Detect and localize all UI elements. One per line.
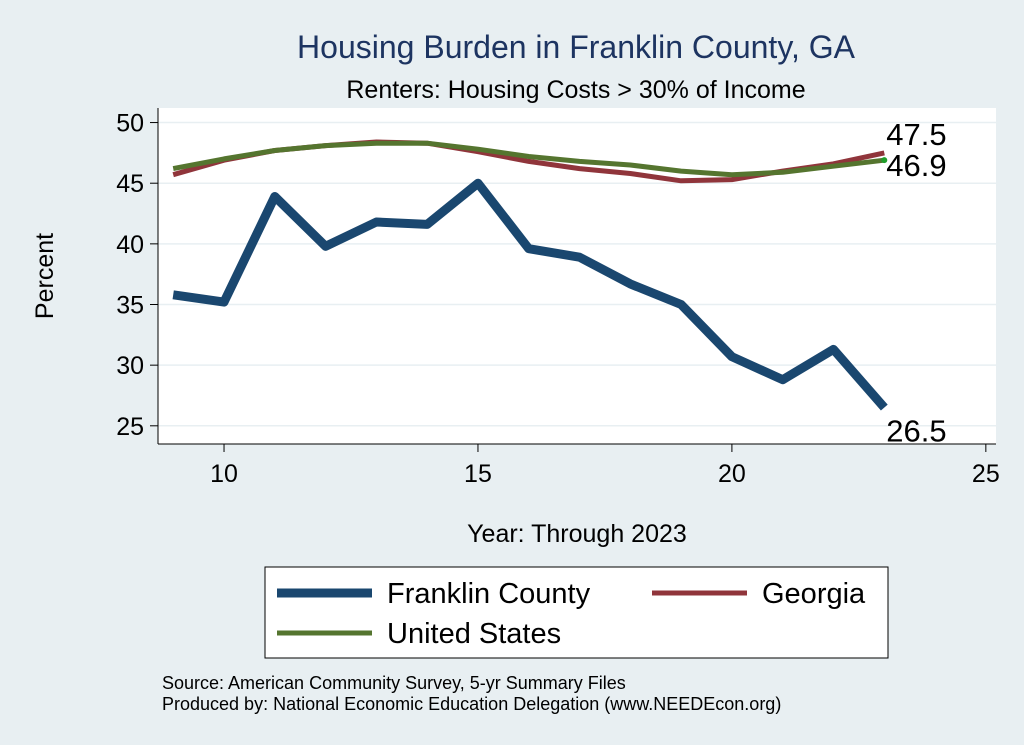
- legend-label-franklin-county: Franklin County: [387, 578, 591, 610]
- y-tick-label-30: 30: [116, 352, 144, 380]
- chart-title: Housing Burden in Franklin County, GA: [297, 29, 856, 65]
- source-note: Source: American Community Survey, 5-yr …: [162, 673, 626, 693]
- y-axis-title: Percent: [31, 233, 59, 319]
- series-line-united-states: [172, 140, 885, 178]
- legend-label-georgia: Georgia: [762, 578, 866, 610]
- y-tick-label-35: 35: [116, 292, 144, 320]
- y-tick-label-45: 45: [116, 170, 144, 198]
- gridlines: [158, 121, 996, 427]
- legend-box: [264, 566, 889, 659]
- series-lines: [172, 139, 888, 411]
- legend-label-united-states: United States: [387, 618, 561, 650]
- end-label-franklin-county: 26.5: [886, 414, 946, 449]
- y-tick-label-50: 50: [116, 110, 144, 138]
- legend: Franklin County Georgia United States: [264, 566, 889, 659]
- end-label-united-states: 46.9: [886, 148, 946, 183]
- chart-subtitle: Renters: Housing Costs > 30% of Income: [346, 76, 805, 104]
- end-labels: 26.5 47.546.9: [886, 117, 946, 449]
- axes: [157, 108, 996, 445]
- end-label-georgia: 47.5: [886, 117, 946, 152]
- x-ticks: 10 15 20 25: [210, 444, 1000, 488]
- x-tick-label-15: 15: [464, 460, 492, 488]
- end-marker-united-states: [881, 157, 888, 164]
- y-tick-label-40: 40: [116, 231, 144, 259]
- x-tick-label-10: 10: [210, 460, 238, 488]
- y-tick-label-25: 25: [116, 413, 144, 441]
- x-axis-title: Year: Through 2023: [467, 520, 687, 548]
- series-line-franklin-county: [172, 178, 888, 411]
- producer-note: Produced by: National Economic Education…: [162, 694, 781, 714]
- x-tick-label-20: 20: [718, 460, 746, 488]
- y-ticks: 25 30 35 40 45 50: [116, 110, 158, 441]
- x-tick-label-25: 25: [972, 460, 1000, 488]
